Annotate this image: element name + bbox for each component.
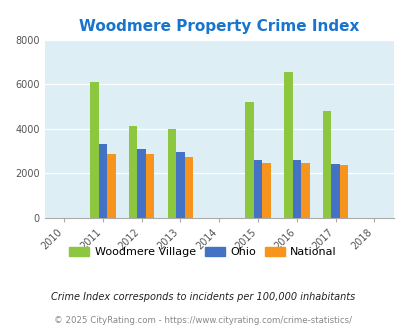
- Text: © 2025 CityRating.com - https://www.cityrating.com/crime-statistics/: © 2025 CityRating.com - https://www.city…: [54, 315, 351, 325]
- Bar: [322, 111, 330, 218]
- Bar: [339, 165, 347, 218]
- Bar: [184, 157, 193, 218]
- Title: Woodmere Property Crime Index: Woodmere Property Crime Index: [79, 19, 358, 34]
- Legend: Woodmere Village, Ohio, National: Woodmere Village, Ohio, National: [64, 242, 341, 262]
- Bar: [284, 72, 292, 218]
- Bar: [301, 163, 309, 218]
- Bar: [176, 152, 184, 218]
- Bar: [128, 126, 137, 218]
- Bar: [107, 154, 115, 218]
- Bar: [262, 163, 270, 218]
- Bar: [292, 160, 301, 218]
- Bar: [167, 129, 176, 218]
- Bar: [145, 154, 154, 218]
- Bar: [90, 82, 98, 218]
- Bar: [330, 164, 339, 218]
- Bar: [98, 144, 107, 218]
- Text: Crime Index corresponds to incidents per 100,000 inhabitants: Crime Index corresponds to incidents per…: [51, 292, 354, 302]
- Bar: [245, 102, 253, 218]
- Bar: [253, 160, 262, 218]
- Bar: [137, 149, 145, 218]
